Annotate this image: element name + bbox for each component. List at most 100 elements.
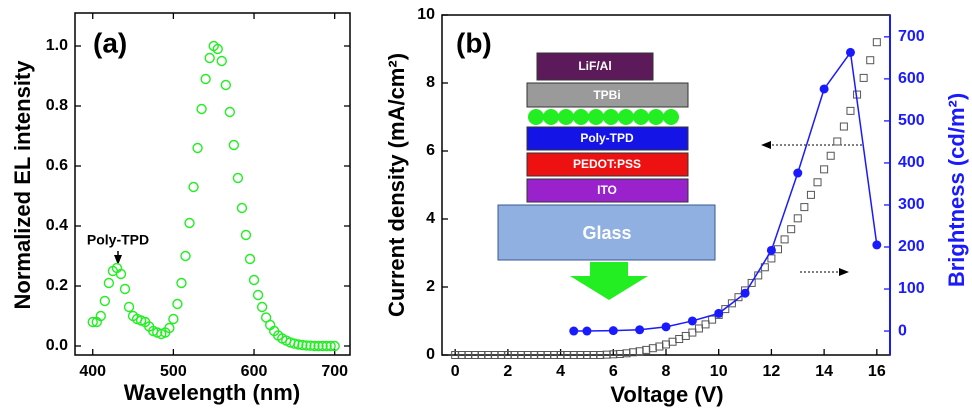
point — [681, 331, 690, 340]
point — [224, 106, 236, 118]
point — [244, 253, 256, 265]
layer-label: LiF/Al — [578, 59, 611, 73]
point — [687, 316, 697, 326]
x-axis-label: Wavelength (nm) — [124, 380, 300, 405]
point — [115, 268, 127, 280]
point — [99, 295, 111, 307]
point — [734, 293, 743, 302]
y2-tick-label: 400 — [898, 154, 925, 171]
y-tick-label: 1.0 — [46, 37, 68, 54]
y-tick-label: 2 — [426, 278, 435, 295]
layer-label: TPBi — [593, 88, 620, 102]
y2-tick-label: 200 — [898, 238, 925, 255]
point — [180, 250, 191, 262]
x-tick-label: 700 — [321, 363, 348, 380]
point — [321, 340, 332, 352]
point — [615, 349, 624, 358]
x-tick-label: 6 — [609, 363, 618, 380]
x-tick-label: 12 — [763, 363, 781, 380]
point — [694, 324, 703, 333]
x-tick-label: 14 — [815, 363, 833, 380]
point — [866, 56, 875, 65]
point — [329, 340, 340, 352]
point — [248, 274, 260, 286]
point — [655, 342, 664, 351]
y-tick-label: 0.0 — [46, 337, 68, 354]
layer — [526, 178, 689, 203]
point — [787, 225, 796, 234]
point — [648, 344, 657, 353]
layer-label: ITO — [597, 183, 617, 197]
point — [813, 178, 822, 187]
point — [766, 245, 776, 255]
panel-b: (b) Voltage (V) Current density (mA/cm²)… — [384, 6, 969, 407]
point — [301, 340, 312, 351]
point — [325, 340, 336, 352]
panel-label: (a) — [93, 27, 127, 58]
point — [103, 277, 115, 289]
point — [859, 73, 868, 82]
y-tick-label: 8 — [426, 74, 435, 91]
point — [87, 316, 98, 328]
point — [740, 288, 750, 298]
x-tick-label: 500 — [160, 363, 187, 380]
point — [216, 55, 227, 67]
point — [184, 217, 195, 229]
point — [635, 325, 645, 335]
point — [806, 190, 815, 199]
point — [701, 320, 710, 329]
point — [204, 52, 215, 64]
point — [872, 38, 881, 47]
y2-tick-label: 100 — [898, 280, 925, 297]
y2-tick-label: 0 — [898, 322, 907, 339]
point — [569, 326, 579, 336]
layer — [536, 52, 654, 81]
point — [819, 84, 829, 94]
point — [196, 103, 207, 115]
point — [123, 301, 135, 313]
y2-tick-label: 700 — [898, 28, 925, 45]
point — [800, 203, 809, 212]
y-tick-label: 4 — [426, 210, 435, 227]
point — [289, 338, 300, 349]
point — [675, 335, 684, 344]
point — [833, 137, 842, 146]
y-tick-label: 0 — [426, 346, 435, 363]
y-tick-label: 0.2 — [46, 277, 68, 294]
point — [793, 214, 802, 223]
layer-label: PEDOT:PSS — [573, 157, 641, 171]
point — [839, 122, 848, 131]
point — [793, 168, 803, 178]
point — [236, 202, 248, 214]
point — [668, 337, 677, 346]
y-tick-label: 0.6 — [46, 157, 68, 174]
point — [780, 235, 789, 244]
point — [200, 73, 211, 85]
y-axis-label: Current density (mA/cm²) — [384, 53, 409, 317]
layer-label: Poly-TPD — [580, 131, 634, 145]
point — [297, 339, 308, 351]
point — [767, 254, 776, 263]
point — [727, 299, 736, 308]
point — [188, 181, 199, 193]
y2-tick-label: 500 — [898, 112, 925, 129]
quantum-dots — [528, 109, 679, 125]
point — [714, 308, 724, 318]
point — [872, 240, 882, 250]
point — [317, 340, 328, 352]
point — [582, 326, 592, 336]
point — [305, 340, 316, 351]
device-inset: LiF/Al TPBi Poly-TPD PEDOT:PSS ITO Glass — [497, 52, 716, 300]
y-axis-label: Normalized EL intensity — [10, 60, 35, 310]
x-tick-label: 10 — [710, 363, 728, 380]
point — [845, 47, 855, 57]
x-axis-label: Voltage (V) — [610, 382, 723, 407]
point — [608, 326, 618, 336]
layer — [526, 82, 689, 108]
point — [252, 289, 264, 301]
point — [95, 310, 107, 322]
point — [228, 139, 240, 151]
emission-arrow — [570, 262, 648, 300]
point — [313, 340, 324, 352]
